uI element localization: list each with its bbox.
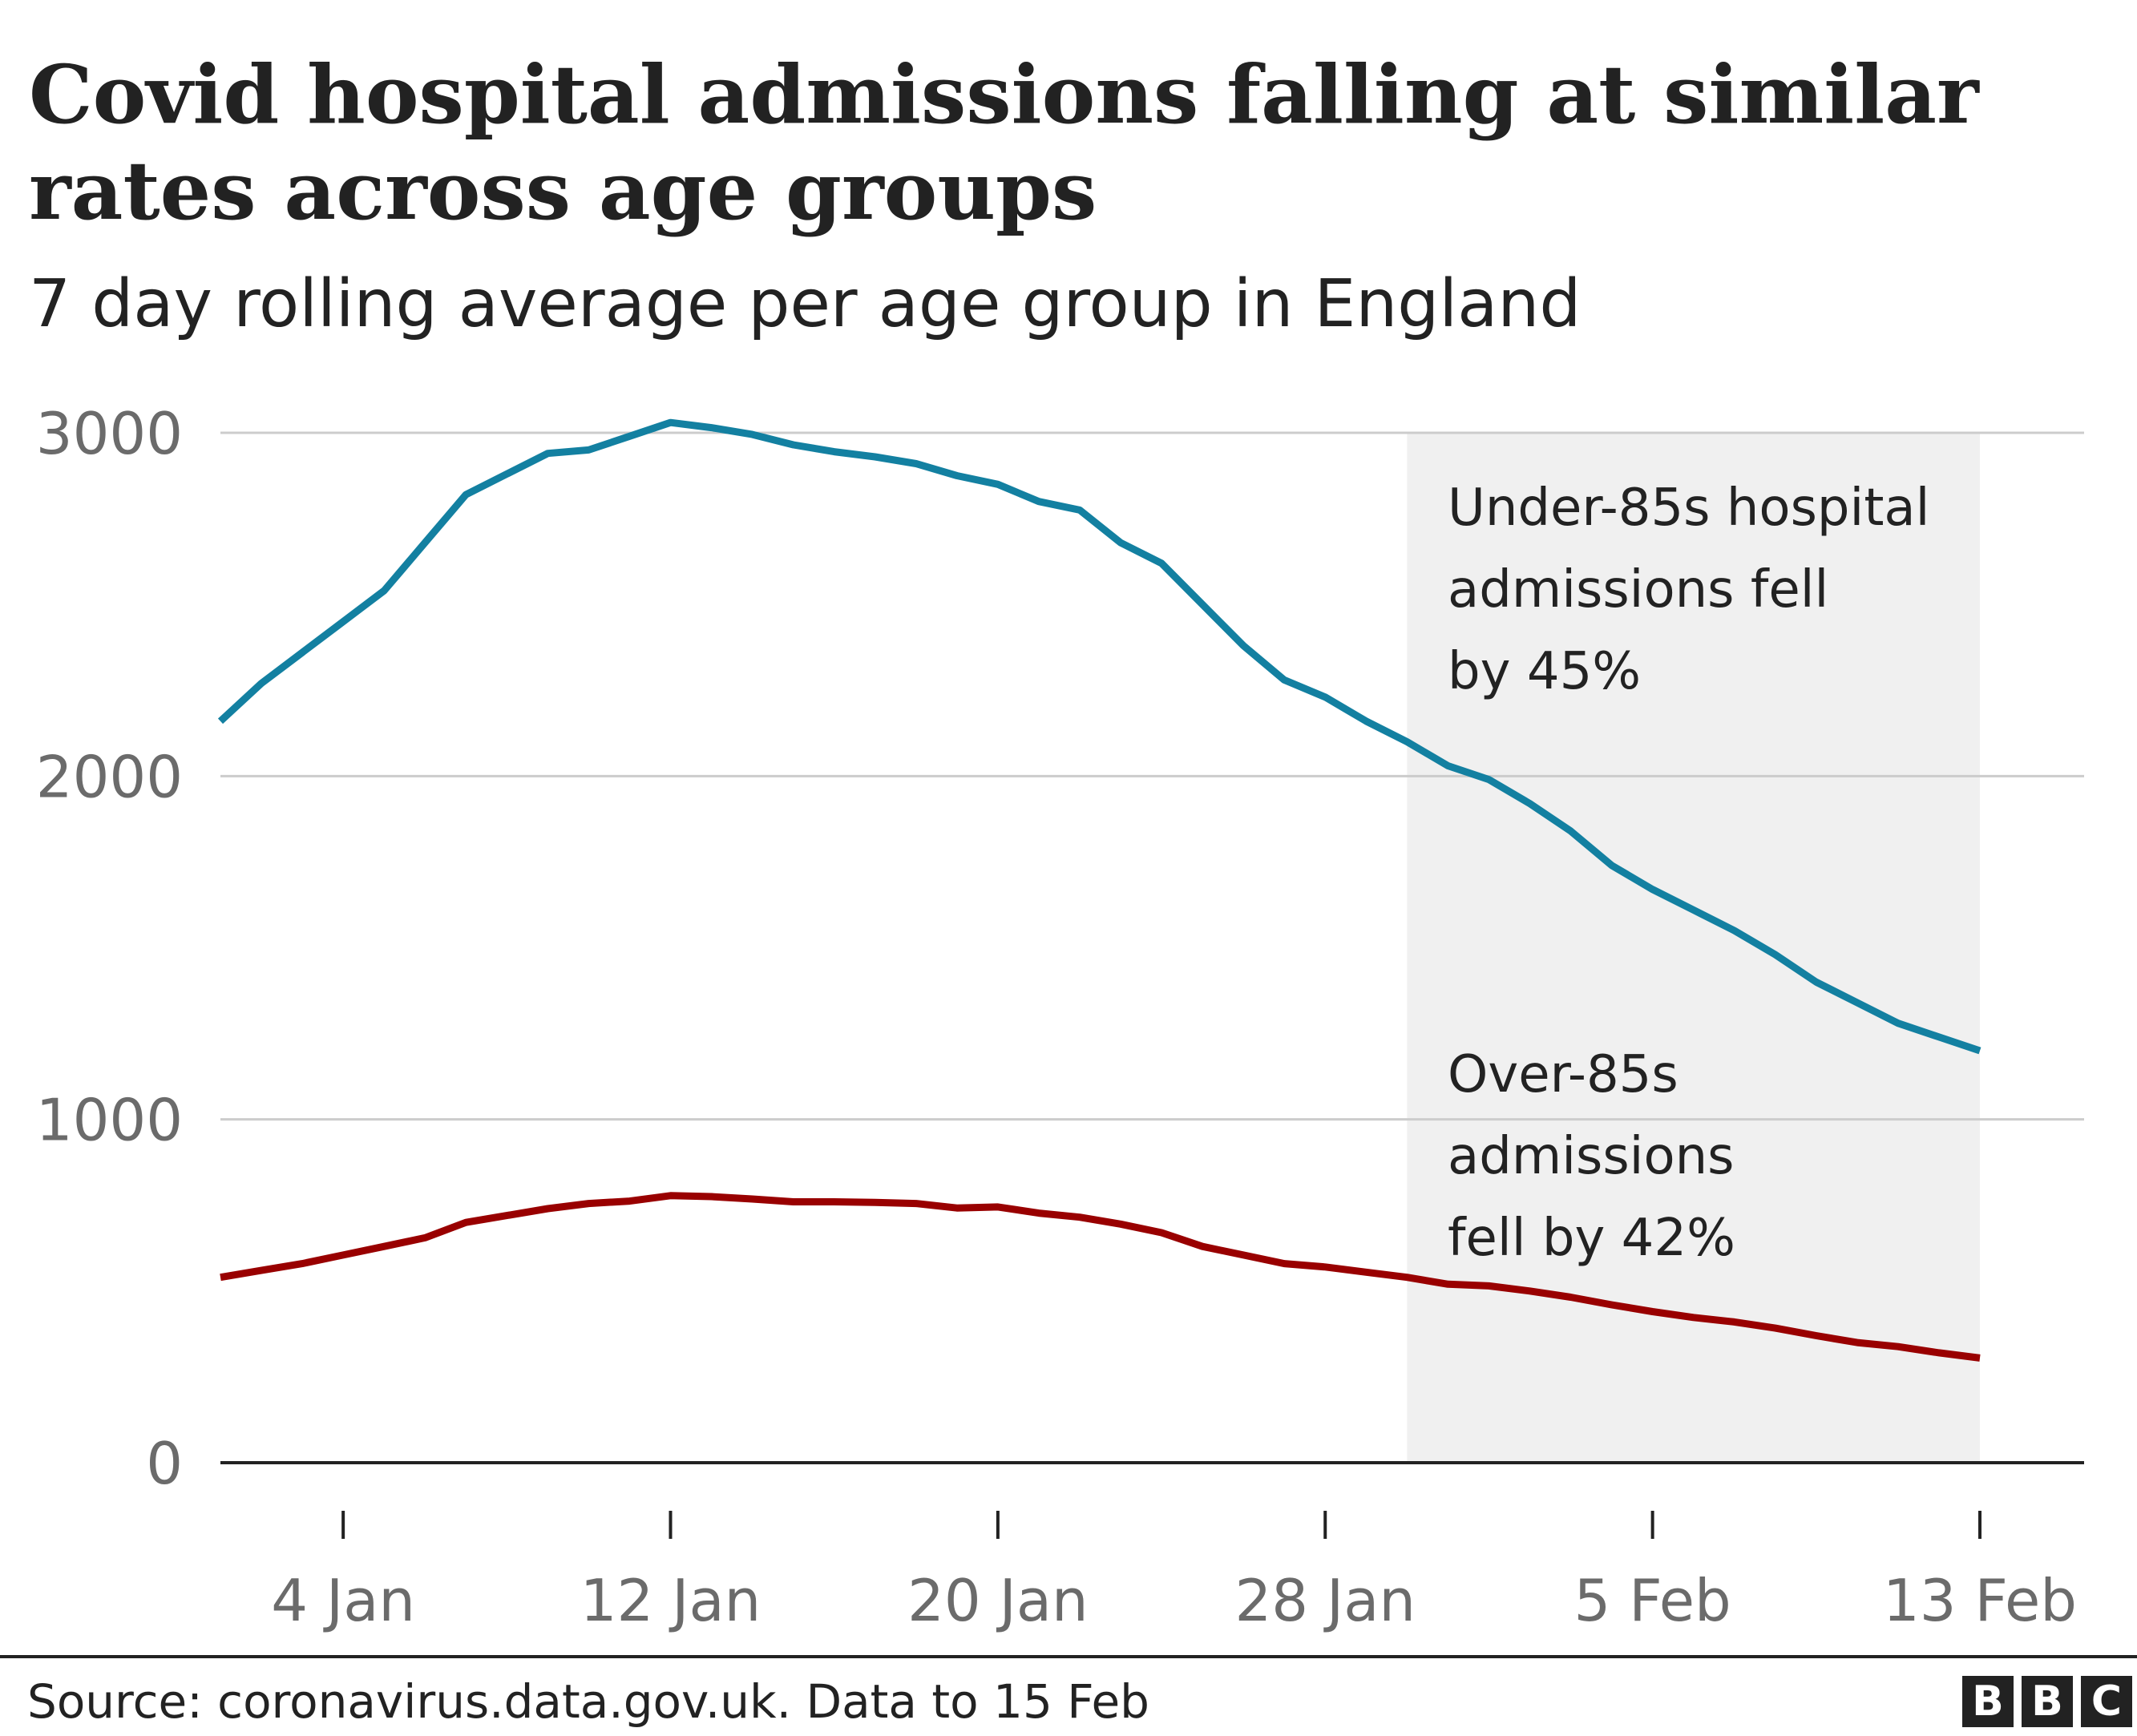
bbc-logo-letter: B <box>2022 1676 2073 1727</box>
bbc-logo-letter: C <box>2081 1676 2132 1727</box>
chart-title: Covid hospital admissions falling at sim… <box>29 47 1979 238</box>
x-tick-label: 28 Jan <box>1235 1567 1416 1634</box>
footer: Source: coronavirus.data.gov.uk. Data to… <box>0 1655 2137 1736</box>
annotation-text: fell by 42% <box>1448 1209 1735 1268</box>
x-tick-label: 5 Feb <box>1574 1567 1731 1634</box>
x-tick-label: 4 Jan <box>271 1567 415 1634</box>
line-chart: 0 1000 2000 3000 4 Jan 12 Jan 20 Jan 28 Jan 5 Fe… <box>36 400 2084 1634</box>
series-line-under-85s <box>217 418 1981 1055</box>
x-tick-label: 13 Feb <box>1883 1567 2077 1634</box>
y-tick-label: 0 <box>146 1430 183 1497</box>
annotation-text: admissions fell <box>1448 560 1828 620</box>
y-tick-label: 1000 <box>36 1087 183 1154</box>
bbc-logo: B B C <box>1962 1676 2132 1727</box>
y-tick-label: 2000 <box>36 743 183 810</box>
x-tick-label: 12 Jan <box>580 1567 761 1634</box>
source-text: Source: coronavirus.data.gov.uk. Data to… <box>27 1674 1149 1729</box>
annotation-text: admissions <box>1448 1127 1735 1186</box>
annotation-text: Over-85s <box>1448 1045 1678 1104</box>
y-tick-label: 3000 <box>36 400 183 467</box>
x-tick-label: 20 Jan <box>907 1567 1089 1634</box>
bbc-logo-letter: B <box>1962 1676 2014 1727</box>
annotation-text: by 45% <box>1448 642 1641 701</box>
chart-subtitle: 7 day rolling average per age group in E… <box>29 266 1582 342</box>
annotation-text: Under-85s hospital <box>1448 478 1929 538</box>
series-line-over-85s <box>220 1192 1981 1362</box>
